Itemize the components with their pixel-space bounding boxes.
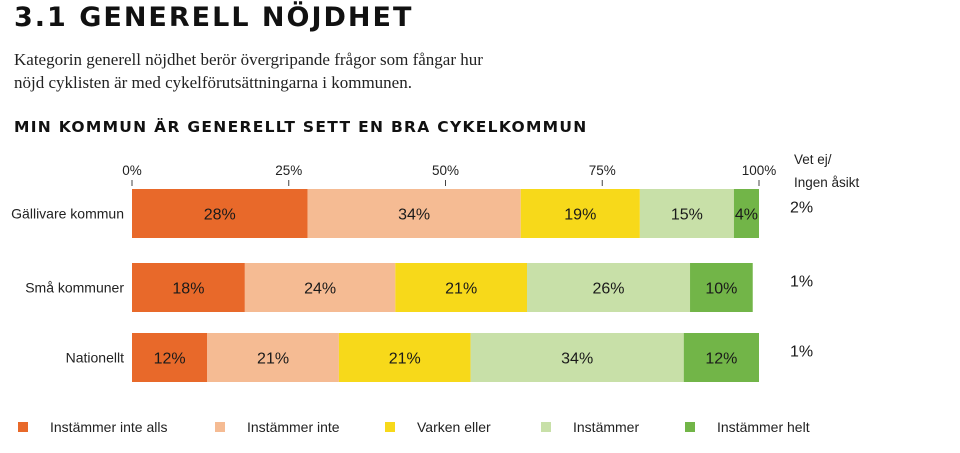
bar-segment bbox=[470, 333, 684, 382]
data-label: 21% bbox=[389, 351, 421, 368]
data-label: 18% bbox=[172, 281, 204, 298]
bar-segment bbox=[132, 333, 208, 382]
bar-segment bbox=[520, 189, 640, 238]
bar-segment bbox=[207, 333, 339, 382]
data-label: 15% bbox=[671, 207, 703, 224]
intro-line-1: Kategorin generell nöjdhet berör övergri… bbox=[14, 50, 483, 69]
data-label: 26% bbox=[593, 281, 625, 298]
data-label: 34% bbox=[561, 351, 593, 368]
bar-segment bbox=[395, 263, 528, 312]
category-label: Gällivare kommun bbox=[11, 206, 124, 222]
side-column-label: Vet ej/ bbox=[794, 152, 832, 167]
x-tick-label: 100% bbox=[742, 163, 777, 178]
data-label: 4% bbox=[735, 207, 758, 224]
side-column-value: 2% bbox=[790, 200, 813, 217]
data-label: 19% bbox=[564, 207, 596, 224]
data-label: 21% bbox=[257, 351, 289, 368]
x-tick-label: 50% bbox=[432, 163, 459, 178]
bar-segment bbox=[683, 333, 759, 382]
x-tick-label: 75% bbox=[589, 163, 616, 178]
bar-segment bbox=[338, 333, 471, 382]
category-label: Nationellt bbox=[66, 350, 124, 366]
bar-segment bbox=[690, 263, 753, 312]
data-label: 24% bbox=[304, 281, 336, 298]
bar-segment bbox=[132, 263, 245, 312]
x-tick-label: 25% bbox=[275, 163, 302, 178]
intro-text: Kategorin generell nöjdhet berör övergri… bbox=[14, 48, 574, 94]
data-label: 10% bbox=[705, 281, 737, 298]
data-label: 34% bbox=[398, 207, 430, 224]
data-label: 28% bbox=[204, 207, 236, 224]
data-label: 12% bbox=[154, 351, 186, 368]
bar-segment bbox=[244, 263, 396, 312]
chart-title: MIN KOMMUN ÄR GENERELLT SETT EN BRA CYKE… bbox=[14, 118, 588, 136]
bar-segment bbox=[733, 189, 759, 238]
bar-segment bbox=[132, 189, 308, 238]
bar-segment bbox=[307, 189, 521, 238]
side-column-label: Ingen åsikt bbox=[794, 175, 860, 190]
side-column-value: 1% bbox=[790, 344, 813, 361]
data-label: 12% bbox=[705, 351, 737, 368]
side-column-value: 1% bbox=[790, 274, 813, 291]
bar-segment bbox=[527, 263, 691, 312]
x-tick-label: 0% bbox=[122, 163, 142, 178]
data-label: 21% bbox=[445, 281, 477, 298]
category-label: Små kommuner bbox=[25, 280, 124, 296]
bar-segment bbox=[639, 189, 734, 238]
page-title: 3.1 GENERELL NÖJDHET bbox=[14, 2, 414, 33]
intro-line-2: nöjd cyklisten är med cykelförutsättning… bbox=[14, 73, 412, 92]
